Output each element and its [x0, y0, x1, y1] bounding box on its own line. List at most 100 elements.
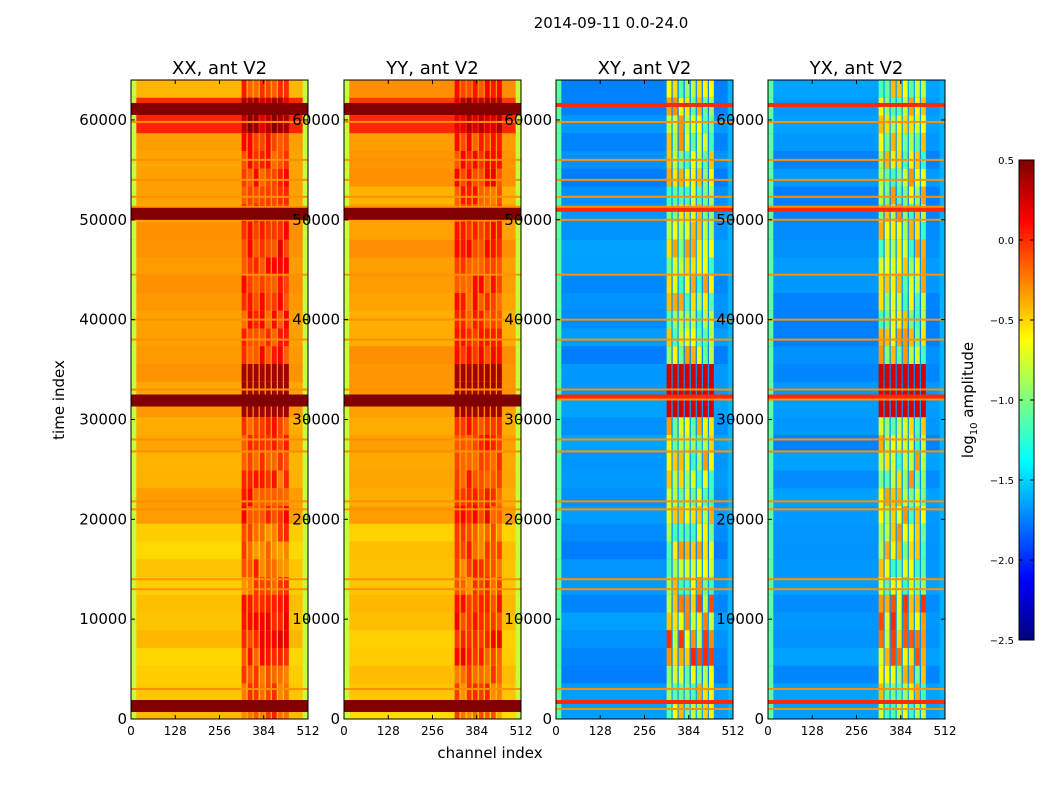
rfi-cell: [283, 168, 289, 188]
rfi-cell: [478, 222, 484, 241]
rfi-cell: [902, 346, 908, 365]
rfi-cell: [708, 435, 714, 454]
rfi-cell: [496, 257, 502, 276]
heatmap-edge: [302, 594, 308, 614]
rfi-cell: [920, 399, 926, 418]
heatmap-edge: [515, 293, 521, 312]
heatmap-edge: [302, 168, 308, 188]
rfi-cell: [878, 506, 884, 525]
rfi-cell: [454, 328, 460, 347]
rfi-cell: [460, 417, 466, 436]
heatmap-edge: [302, 452, 308, 472]
rfi-cell: [690, 594, 696, 614]
rfi-cell: [478, 115, 484, 134]
rfi-cell: [454, 186, 460, 205]
flagged-row: [344, 388, 521, 391]
rfi-cell: [666, 683, 672, 702]
rfi-cell: [283, 665, 289, 685]
heatmap-edge: [515, 594, 521, 614]
rfi-cell: [472, 275, 478, 294]
rfi-cell: [478, 133, 484, 152]
rfi-cell: [253, 683, 259, 702]
rfi-cell: [484, 577, 490, 596]
rfi-cell: [702, 293, 708, 312]
rfi-cell: [914, 381, 920, 401]
rfi-cell: [460, 594, 466, 614]
rfi-cell: [490, 577, 496, 596]
rfi-cell: [678, 239, 684, 259]
rfi-cell: [271, 648, 277, 667]
rfi-cell: [920, 683, 926, 702]
rfi-cell: [902, 275, 908, 294]
flagged-row: [131, 438, 308, 441]
rfi-cell: [241, 222, 247, 241]
rfi-cell: [490, 381, 496, 401]
rfi-cell: [672, 168, 678, 188]
rfi-cell: [690, 168, 696, 188]
rfi-cell: [672, 506, 678, 525]
rfi-cell: [460, 523, 466, 543]
flagged-row: [131, 588, 308, 591]
rfi-cell: [902, 204, 908, 223]
rfi-cell: [908, 417, 914, 436]
rfi-cell: [878, 80, 884, 99]
heatmap-edge: [344, 133, 350, 152]
rfi-cell: [690, 452, 696, 472]
rfi-cell: [884, 541, 890, 560]
rfi-cell: [908, 222, 914, 241]
rfi-cell: [478, 186, 484, 205]
saturated-row: [556, 207, 733, 212]
rfi-cell: [247, 559, 253, 578]
saturated-row: [344, 207, 521, 220]
flagged-row: [556, 588, 733, 591]
rfi-cell: [253, 577, 259, 596]
rfi-cell: [890, 488, 896, 507]
rfi-cell: [690, 346, 696, 365]
heatmap-edge: [939, 293, 945, 312]
heatmap-edge: [302, 399, 308, 418]
heatmap-edge: [131, 293, 137, 312]
y-tick-label: 60000: [504, 111, 552, 129]
rfi-cell: [247, 293, 253, 312]
rfi-cell: [454, 293, 460, 312]
saturated-row: [556, 700, 733, 705]
colorbar-label-prefix: log: [959, 435, 977, 458]
heatmap-edge: [727, 683, 733, 702]
rfi-cell: [914, 577, 920, 596]
rfi-cell: [241, 488, 247, 507]
heatmap-edge: [556, 488, 562, 507]
heatmap-edge: [131, 115, 137, 134]
rfi-cell: [259, 452, 265, 472]
rfi-cell: [484, 115, 490, 134]
heatmap-edge: [939, 648, 945, 667]
rfi-cell: [241, 80, 247, 99]
rfi-cell: [247, 239, 253, 259]
rfi-cell: [702, 239, 708, 259]
rfi-cell: [460, 293, 466, 312]
rfi-cell: [484, 630, 490, 649]
rfi-cell: [896, 204, 902, 223]
rfi-cell: [672, 559, 678, 578]
rfi-cell: [678, 435, 684, 454]
rfi-cell: [914, 328, 920, 347]
rfi-cell: [684, 470, 690, 489]
heatmap-edge: [556, 346, 562, 365]
rfi-cell: [672, 257, 678, 276]
rfi-cell: [241, 399, 247, 418]
rfi-cell: [460, 506, 466, 525]
rfi-cell: [277, 364, 283, 383]
rfi-cell: [708, 222, 714, 241]
rfi-cell: [708, 523, 714, 543]
heatmap-edge: [344, 523, 350, 543]
rfi-cell: [472, 648, 478, 667]
heatmap-edge: [515, 257, 521, 276]
flagged-row: [768, 318, 945, 321]
rfi-cell: [884, 168, 890, 188]
rfi-cell: [241, 293, 247, 312]
heatmap-edge: [515, 364, 521, 383]
rfi-cell: [878, 701, 884, 719]
heatmap-edge: [939, 612, 945, 631]
heatmap-edge: [302, 683, 308, 702]
rfi-cell: [496, 80, 502, 99]
heatmap-edge: [515, 648, 521, 667]
